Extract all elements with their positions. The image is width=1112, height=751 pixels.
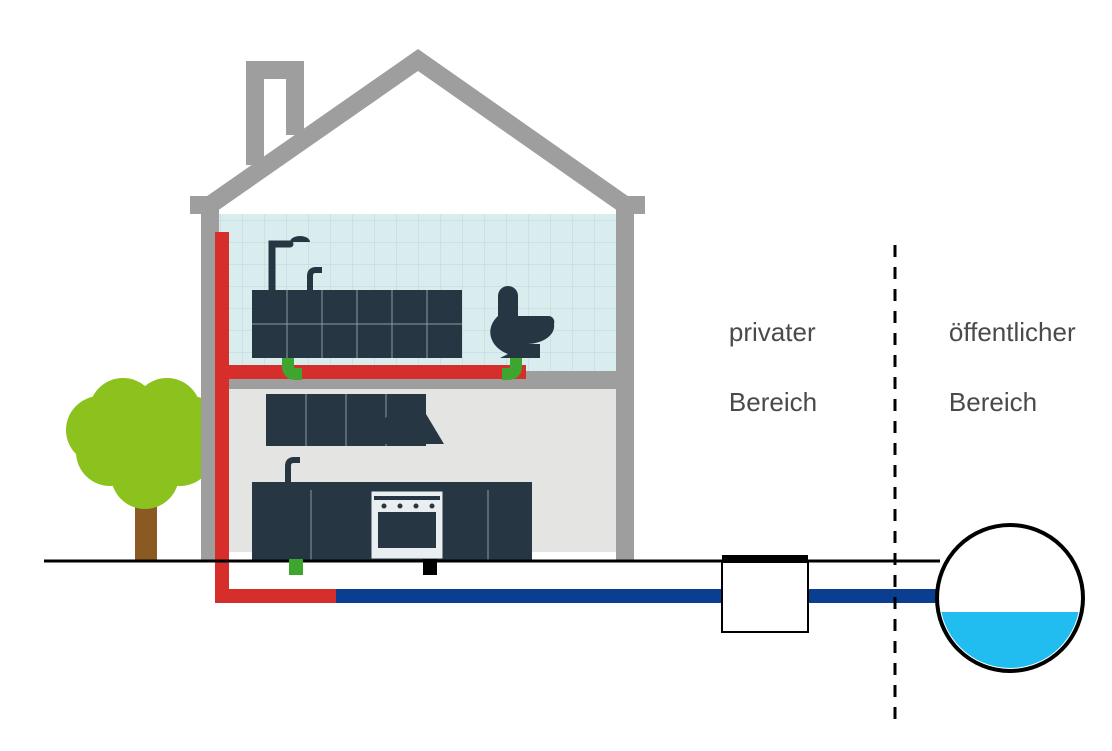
label-public-line2: Bereich — [949, 387, 1037, 417]
label-private-line1: privater — [729, 317, 816, 347]
label-private-line2: Bereich — [729, 387, 817, 417]
diagram-stage: privater Bereich öffentlicher Bereich — [0, 0, 1112, 746]
tree-foliage — [66, 378, 224, 509]
floor-drain-2 — [423, 559, 437, 575]
label-public-line1: öffentlicher — [949, 317, 1076, 347]
main-pipe-water — [937, 612, 1083, 668]
inspection-chamber — [722, 562, 808, 632]
label-private: privater Bereich — [700, 280, 817, 455]
label-public: öffentlicher Bereich — [920, 280, 1076, 455]
